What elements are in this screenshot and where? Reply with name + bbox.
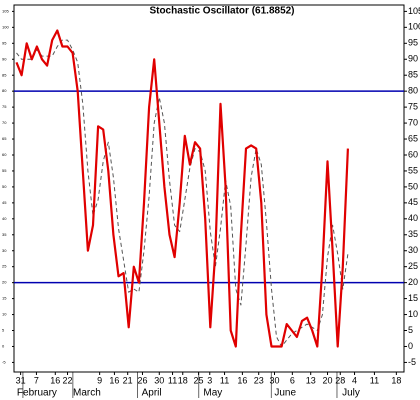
x-tick-label: 18 xyxy=(391,375,401,385)
y-tick-label: 25 xyxy=(408,261,418,271)
month-label: June xyxy=(274,388,296,399)
y-tick-label-left: 40 xyxy=(2,216,7,221)
x-tick-label: 3 xyxy=(207,375,212,385)
x-tick-label: 11 xyxy=(168,375,177,385)
x-tick-label: 26 xyxy=(137,375,147,385)
x-tick-label: 13 xyxy=(306,375,316,385)
y-tick-label: 65 xyxy=(408,133,418,143)
x-tick-label: 16 xyxy=(50,375,60,385)
y-tick-label: 70 xyxy=(408,117,418,127)
x-tick-label: 11 xyxy=(370,375,379,385)
month-label: March xyxy=(73,388,101,399)
x-tick-label: 21 xyxy=(123,375,133,385)
y-tick-label: 30 xyxy=(408,245,418,255)
y-tick-label: 10 xyxy=(408,309,418,319)
y-tick-label: 80 xyxy=(408,86,418,96)
y-tick-label-left: 5 xyxy=(2,328,5,333)
y-tick-label-left: 20 xyxy=(2,280,7,285)
x-tick-label: 23 xyxy=(254,375,264,385)
y-tick-label: 20 xyxy=(408,277,418,287)
y-tick-label-left: 70 xyxy=(2,120,7,125)
x-tick-label: 30 xyxy=(154,375,164,385)
y-tick-label-left: 75 xyxy=(2,104,7,109)
y-tick-label-left: 55 xyxy=(2,168,7,173)
y-tick-label: 50 xyxy=(408,181,418,191)
month-label: April xyxy=(142,388,162,399)
y-tick-label-left: 15 xyxy=(2,296,7,301)
x-tick-label: 9 xyxy=(97,375,102,385)
y-tick-label-left: 80 xyxy=(2,88,7,93)
y-tick-label: 100 xyxy=(408,22,420,32)
x-tick-label: 18 xyxy=(178,375,188,385)
x-tick-label: 28 xyxy=(335,375,345,385)
y-tick-label-left: 90 xyxy=(2,56,7,61)
y-tick-label: 55 xyxy=(408,165,418,175)
chart-title: Stochastic Oscillator (61.8852) xyxy=(149,6,294,17)
y-tick-label-left: 50 xyxy=(2,184,7,189)
y-tick-label-left: 30 xyxy=(2,248,7,253)
x-tick-label: 6 xyxy=(290,375,295,385)
x-tick-label: 31 xyxy=(16,375,26,385)
x-tick-label: 16 xyxy=(109,375,119,385)
y-tick-label: 15 xyxy=(408,293,418,303)
y-tick-label-left: 25 xyxy=(2,264,7,269)
series-line xyxy=(16,39,349,347)
y-tick-label-left: 95 xyxy=(2,40,7,45)
y-tick-label-left: 85 xyxy=(2,72,7,77)
x-tick-label: 22 xyxy=(63,375,73,385)
y-tick-label: 5 xyxy=(408,325,413,335)
month-label: July xyxy=(342,388,360,399)
y-tick-label-left: 0 xyxy=(2,344,5,349)
x-tick-label: 16 xyxy=(237,375,247,385)
y-tick-label: 105 xyxy=(408,6,420,16)
y-tick-label: -5 xyxy=(408,357,416,367)
x-tick-label: 11 xyxy=(220,375,229,385)
y-tick-label: 45 xyxy=(408,197,418,207)
y-tick-label: 90 xyxy=(408,54,418,64)
y-tick-label-left: 35 xyxy=(2,232,7,237)
month-label: May xyxy=(203,388,222,399)
y-tick-label-left: 10 xyxy=(2,312,7,317)
y-tick-label-left: -5 xyxy=(2,359,6,364)
x-tick-label: 30 xyxy=(270,375,280,385)
series-line xyxy=(15,29,349,348)
y-tick-label-left: 45 xyxy=(2,200,7,205)
y-tick-label: 40 xyxy=(408,213,418,223)
y-tick-label-left: 65 xyxy=(2,136,7,141)
x-tick-label: 20 xyxy=(323,375,333,385)
y-tick-label: 75 xyxy=(408,101,418,111)
y-tick-label: 0 xyxy=(408,341,413,351)
y-tick-label: 35 xyxy=(408,229,418,239)
y-tick-label: 60 xyxy=(408,149,418,159)
y-tick-label-left: 105 xyxy=(2,8,9,13)
x-tick-label: 7 xyxy=(34,375,39,385)
y-tick-label: 85 xyxy=(408,70,418,80)
month-label: February xyxy=(17,388,57,399)
y-tick-label-left: 60 xyxy=(2,152,7,157)
x-tick-label: 4 xyxy=(352,375,357,385)
y-tick-label-left: 100 xyxy=(2,24,9,29)
y-tick-label: 95 xyxy=(408,38,418,48)
